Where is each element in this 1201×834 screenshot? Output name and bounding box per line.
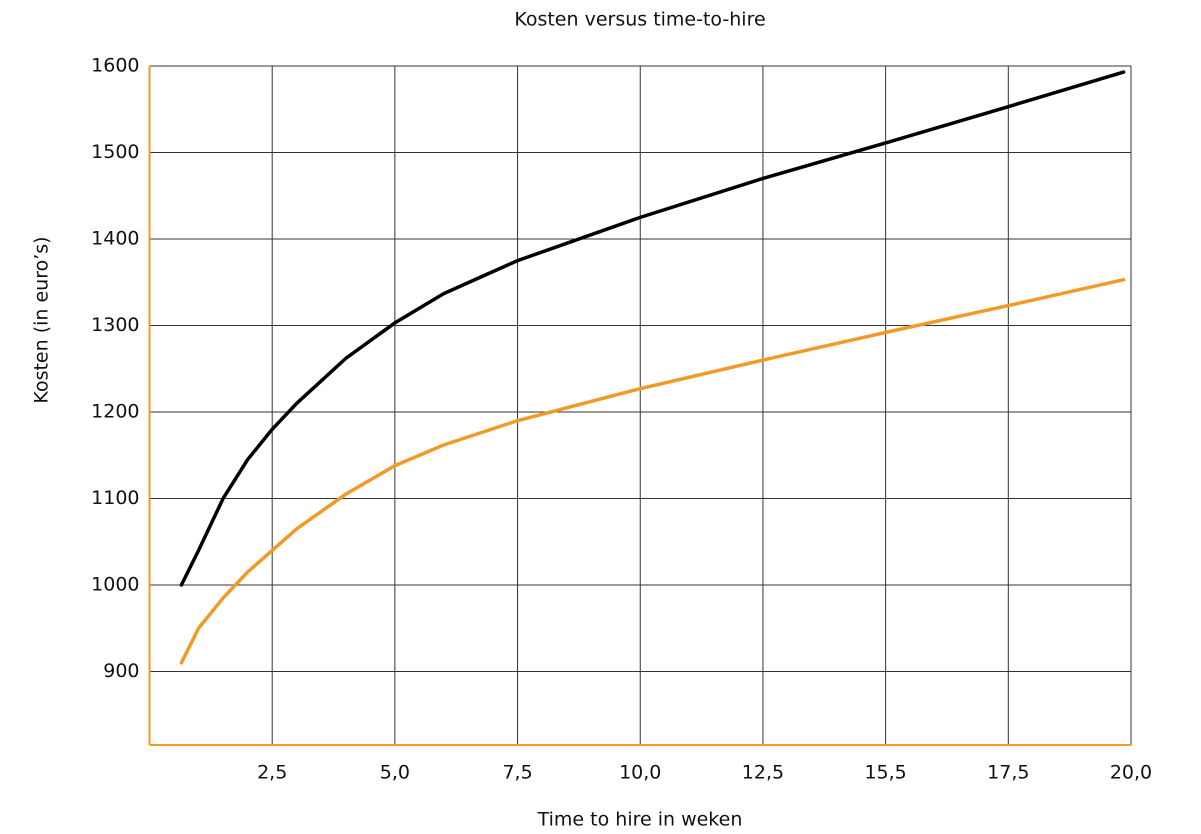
x-tick-label: 17,5 (987, 762, 1029, 784)
y-tick-label: 1100 (91, 487, 139, 509)
chart-title: Kosten versus time-to-hire (514, 9, 765, 31)
x-tick-label: 20,0 (1110, 762, 1152, 784)
line (179, 277, 1126, 665)
y-tick-label: 900 (103, 660, 139, 682)
y-tick-label: 1300 (91, 314, 139, 336)
x-tick-label: 7,5 (502, 762, 532, 784)
y-tick-label: 1600 (91, 55, 139, 77)
y-tick-label: 1500 (91, 141, 139, 163)
x-tick-label: 5,0 (380, 762, 410, 784)
y-tick-label: 1200 (91, 400, 139, 422)
x-tick-label: 15,5 (864, 762, 906, 784)
y-tick-label: 1000 (91, 573, 139, 595)
x-tick-label: 10,0 (619, 762, 661, 784)
line (179, 70, 1126, 587)
x-tick-label: 2,5 (257, 762, 287, 784)
y-tick-label: 1400 (91, 227, 139, 249)
y-axis-label: Kosten (in euro’s) (31, 236, 53, 403)
x-axis-label: Time to hire in weken (537, 809, 743, 831)
x-tick-label: 12,5 (742, 762, 784, 784)
